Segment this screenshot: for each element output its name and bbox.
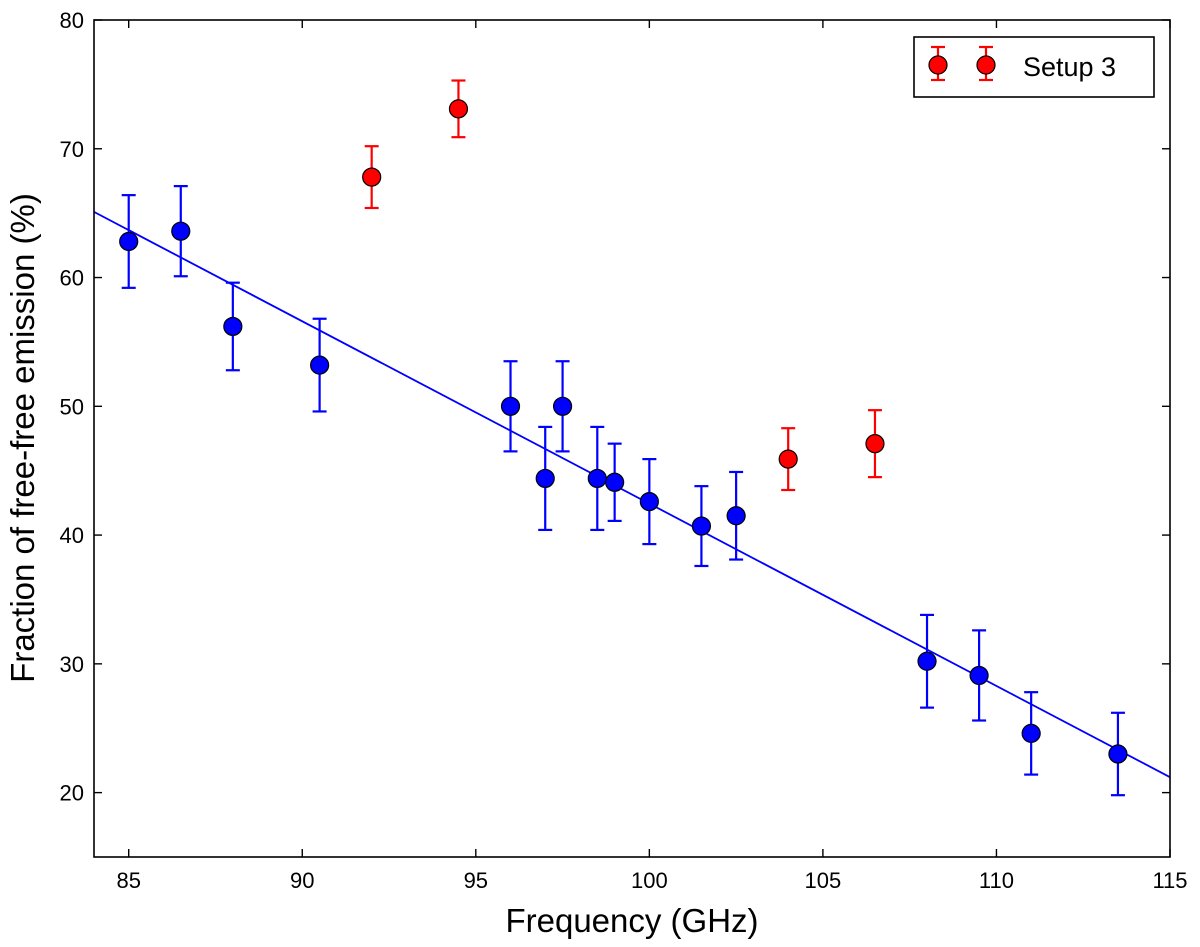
data-point bbox=[223, 316, 243, 337]
data-point bbox=[362, 167, 382, 187]
data-point bbox=[119, 231, 139, 252]
legend-marker bbox=[928, 55, 948, 75]
x-tick-label: 85 bbox=[116, 868, 140, 893]
series-2 bbox=[362, 79, 885, 492]
axes-frame bbox=[93, 19, 1171, 858]
data-point bbox=[969, 665, 989, 686]
y-tick-label: 80 bbox=[60, 8, 84, 33]
x-tick-label: 110 bbox=[979, 868, 1014, 893]
x-tick-label: 90 bbox=[290, 868, 314, 893]
data-point bbox=[691, 516, 712, 536]
data-point bbox=[587, 468, 607, 489]
legend-markers bbox=[928, 45, 996, 82]
x-axis-ticks: 85 90 95 100 105 110 115 bbox=[116, 20, 1188, 893]
data-point bbox=[778, 449, 798, 469]
y-tick-label: 30 bbox=[60, 652, 84, 677]
y-axis-ticks: 20 30 40 50 60 70 80 bbox=[60, 8, 1170, 806]
legend-box bbox=[913, 36, 1155, 98]
legend-label-setup-3: Setup 3 bbox=[1023, 52, 1116, 82]
data-point bbox=[1021, 723, 1041, 743]
y-tick-label: 40 bbox=[60, 523, 84, 548]
x-axis-label: Frequency (GHz) bbox=[505, 902, 758, 939]
x-tick-label: 95 bbox=[464, 868, 488, 893]
legend: Setup 3 bbox=[913, 36, 1155, 98]
x-tick-label: 115 bbox=[1152, 868, 1187, 893]
x-tick-label: 105 bbox=[805, 868, 842, 893]
data-point bbox=[726, 506, 746, 526]
legend-marker bbox=[976, 55, 996, 75]
y-tick-label: 60 bbox=[60, 266, 84, 291]
data-point bbox=[865, 434, 885, 454]
y-tick-label: 50 bbox=[60, 394, 84, 419]
data-point bbox=[1108, 744, 1128, 764]
x-tick-label: 100 bbox=[631, 868, 668, 893]
data-point bbox=[605, 472, 625, 492]
data-point bbox=[552, 396, 573, 416]
data-point bbox=[917, 651, 937, 671]
data-point bbox=[448, 99, 469, 119]
data-point bbox=[310, 355, 330, 375]
data-point bbox=[171, 221, 191, 241]
series-1 bbox=[119, 185, 1128, 797]
fit-line bbox=[93, 211, 1171, 778]
y-axis-label: Fraction of free-free emission (%) bbox=[4, 193, 41, 683]
data-point bbox=[535, 468, 555, 489]
y-tick-label: 70 bbox=[60, 137, 84, 162]
data-point bbox=[500, 396, 521, 416]
plot-area bbox=[93, 79, 1171, 797]
data-point bbox=[639, 491, 659, 512]
y-tick-label: 20 bbox=[60, 781, 84, 806]
